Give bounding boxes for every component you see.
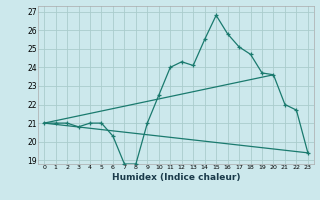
X-axis label: Humidex (Indice chaleur): Humidex (Indice chaleur): [112, 173, 240, 182]
